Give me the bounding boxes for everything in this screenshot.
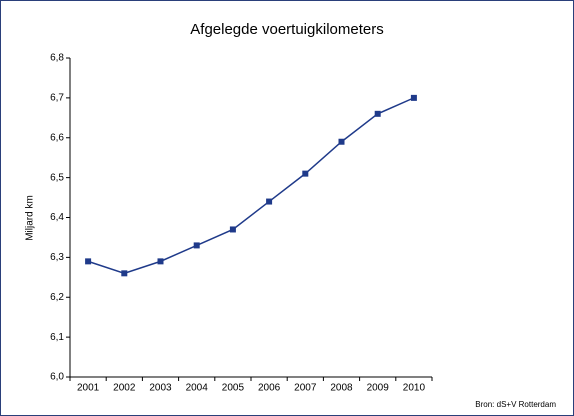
point-marker	[121, 270, 128, 277]
point-marker	[302, 170, 309, 177]
point-marker	[338, 138, 345, 145]
point-marker	[193, 242, 200, 249]
y-tick-label: 6,5	[50, 172, 64, 183]
x-tick-label: 2008	[330, 383, 353, 394]
x-tick-label: 2002	[113, 383, 136, 394]
point-marker	[410, 94, 417, 101]
x-tick-label: 2006	[258, 383, 281, 394]
x-tick-label: 2003	[149, 383, 172, 394]
y-tick-label: 6,6	[50, 132, 64, 143]
point-marker	[157, 258, 164, 265]
x-tick-label: 2007	[294, 383, 317, 394]
x-tick-label: 2009	[367, 383, 390, 394]
y-tick-label: 6,2	[50, 292, 64, 303]
point-marker	[229, 226, 236, 233]
y-tick-label: 6,1	[50, 332, 64, 343]
source-note: Bron: dS+V Rotterdam	[475, 400, 556, 409]
series-line	[87, 97, 415, 275]
y-tick-label: 6,7	[50, 93, 64, 104]
x-tick-label: 2005	[222, 383, 245, 394]
point-marker	[374, 110, 381, 117]
x-tick-label: 2004	[186, 383, 209, 394]
x-tick-label: 2010	[403, 383, 426, 394]
x-tick-label: 2001	[77, 383, 100, 394]
point-marker	[266, 198, 273, 205]
y-tick-label: 6,0	[50, 372, 64, 383]
chart-title: Afgelegde voertuigkilometers	[190, 21, 383, 38]
y-tick-label: 6,8	[50, 53, 64, 64]
y-tick-label: 6,3	[50, 252, 64, 263]
point-marker	[85, 258, 92, 265]
y-tick-label: 6,4	[50, 212, 64, 223]
y-axis-label: Miljard km	[25, 195, 36, 241]
